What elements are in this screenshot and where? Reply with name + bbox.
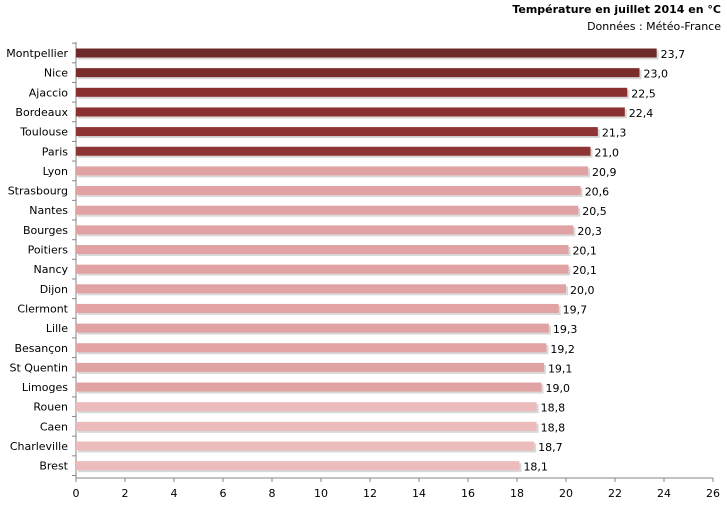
bar (76, 421, 537, 431)
x-tick-label: 12 (363, 487, 377, 500)
bar (76, 87, 628, 97)
x-tick-label: 4 (171, 487, 178, 500)
value-label: 19,2 (550, 343, 575, 356)
value-label: 21,3 (602, 127, 627, 140)
value-label: 20,1 (572, 245, 597, 258)
x-tick-label: 16 (461, 487, 475, 500)
chart-title: Température en juillet 2014 en °C (512, 3, 721, 16)
x-tick-label: 6 (220, 487, 227, 500)
category-label: Caen (40, 420, 68, 433)
category-label: Dijon (40, 283, 68, 296)
x-tick-label: 8 (269, 487, 276, 500)
value-label: 18,1 (523, 461, 548, 474)
x-tick-label: 20 (559, 487, 573, 500)
category-label: St Quentin (9, 361, 68, 374)
bar (76, 48, 657, 58)
value-label: 20,1 (572, 264, 597, 277)
category-label: Poitiers (28, 244, 69, 257)
category-label: Toulouse (19, 126, 68, 139)
category-label: Besançon (14, 342, 68, 355)
category-label: Lyon (43, 165, 68, 178)
bar (76, 461, 520, 471)
value-label: 22,4 (629, 107, 654, 120)
bar (76, 284, 566, 294)
bar (76, 402, 537, 412)
x-tick-label: 26 (706, 487, 720, 500)
bar (76, 264, 569, 274)
x-tick-label: 14 (412, 487, 426, 500)
category-label: Rouen (33, 401, 68, 414)
value-label: 20,5 (582, 205, 607, 218)
bar (76, 343, 547, 353)
value-label: 18,8 (541, 402, 566, 415)
category-label: Nancy (34, 263, 69, 276)
value-label: 19,7 (563, 303, 588, 316)
bar (76, 146, 591, 156)
category-label: Ajaccio (29, 86, 68, 99)
value-label: 20,0 (570, 284, 595, 297)
bar (76, 323, 549, 333)
value-label: 19,1 (548, 362, 573, 375)
bar (76, 205, 579, 215)
value-label: 20,9 (592, 166, 617, 179)
chart-subtitle: Données : Météo-France (587, 20, 721, 33)
category-label: Paris (42, 145, 68, 158)
bar (76, 186, 581, 196)
value-label: 22,5 (631, 87, 656, 100)
value-label: 20,3 (577, 225, 602, 238)
bar (76, 245, 569, 254)
value-label: 19,3 (553, 323, 578, 336)
bar (76, 382, 542, 392)
category-label: Brest (39, 460, 68, 473)
category-label: Bourges (23, 224, 68, 237)
x-tick-label: 10 (314, 487, 328, 500)
bar (76, 127, 598, 137)
value-label: 18,8 (541, 421, 566, 434)
category-label: Limoges (22, 381, 68, 394)
bar (76, 362, 544, 372)
x-tick-label: 2 (122, 487, 129, 500)
category-label: Charleville (10, 440, 68, 453)
category-label: Clermont (17, 302, 68, 315)
bar (76, 225, 574, 235)
bar (76, 107, 625, 117)
category-label: Bordeaux (15, 106, 68, 119)
category-label: Montpellier (6, 47, 68, 60)
value-label: 23,0 (644, 68, 669, 81)
bar (76, 68, 640, 78)
bar (76, 441, 535, 451)
category-label: Nantes (29, 204, 68, 217)
x-tick-label: 0 (73, 487, 80, 500)
value-label: 21,0 (595, 146, 620, 159)
bar (76, 303, 559, 313)
x-tick-label: 22 (608, 487, 622, 500)
x-tick-label: 24 (657, 487, 671, 500)
category-label: Strasbourg (8, 185, 68, 198)
value-label: 19,0 (546, 382, 571, 395)
category-label: Lille (46, 322, 68, 335)
category-label: Nice (44, 67, 68, 80)
value-label: 18,7 (538, 441, 563, 454)
x-tick-label: 18 (510, 487, 524, 500)
bar (76, 166, 589, 176)
value-label: 23,7 (661, 48, 686, 61)
value-label: 20,6 (585, 186, 610, 199)
